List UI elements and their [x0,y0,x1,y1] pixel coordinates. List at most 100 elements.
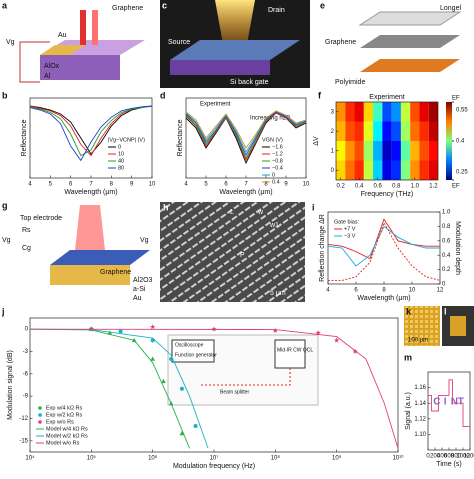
x-tick-label: 4 [184,182,188,188]
x-tick-label: 12 [437,288,444,294]
heat-cell [345,102,355,122]
label: Au [58,32,67,39]
legend-label: Model w/o Rs [46,440,80,446]
mesh [358,11,462,26]
series-line [185,110,307,149]
heat-cell [363,102,374,122]
plot-frame [335,101,439,181]
series-line [327,225,440,267]
panel-label: l [444,306,447,316]
arrow [92,10,98,45]
legend-title: VGN (V) [262,137,283,143]
circuit [19,41,50,83]
y-tick-label: 0 [331,168,335,174]
heat-cell [400,141,411,161]
panel-label: c [162,0,167,10]
label: Au [133,295,142,302]
polyimide [360,59,460,72]
x-tick-label: 10⁷ [210,455,219,462]
inset-label: Oscilloscope [175,342,204,348]
y-tick-label: 1 [331,148,335,154]
x-axis-label: Modulation frequency (Hz) [173,463,255,470]
heat-cell [400,102,411,122]
annotation: C [433,397,440,408]
x-tick-label: 7 [89,182,93,188]
panel-l: l [442,306,474,346]
inset-label: Mid-IR CW QCL [277,347,313,353]
x-tick-label: 600 [444,454,455,460]
series-line [185,112,307,162]
x-tick-label: 8 [382,288,386,294]
legend-label: 0 [118,144,121,150]
x-axis-label: Frequency (THz) [361,191,414,198]
heat-cell [382,141,392,161]
au [50,265,130,285]
x-axis-label: Wavelength (μm) [64,189,117,196]
legend-label: −0.8 [272,158,283,164]
marker [118,329,123,334]
panel-e: e Longel Graphene Polyimide [320,0,462,86]
legend-label: 0 [272,172,275,178]
y-tick-label: -6 [23,371,29,377]
heat-cell [419,141,429,161]
marker [150,324,156,330]
annotation: EF [452,96,460,102]
heat-cell [428,102,438,122]
panel-label: k [406,306,412,316]
x-tick-label: 10⁶ [148,455,158,462]
x-axis-label: Time (s) [436,461,461,468]
x-tick-label: 10⁴ [25,455,35,462]
label: Vg [6,39,15,46]
heat-cell [354,102,364,122]
instrument [171,339,215,363]
heat-cell [382,121,392,141]
x-tick-label: 0.2 [336,184,345,190]
label: Vg [2,237,11,244]
label: Graphene [112,5,143,12]
annotation: T [458,397,464,408]
label: Graphene [325,39,356,46]
y2-tick-label: 0.2 [442,267,451,273]
legend-label: Exp w/2 kΩ Rs [46,412,82,418]
heat-cell [373,121,383,141]
label: w1 [269,222,279,229]
y-tick-label: 0 [25,327,29,333]
chart-title: Experiment [369,94,404,101]
label: Vg [140,237,149,244]
heat-cell [373,102,383,122]
y-tick-label: -12 [19,416,28,422]
legend-label: Exp w/o Rs [46,419,74,425]
legend-label: 80 [118,165,124,171]
label: L [230,209,234,216]
annotation: Experiment [200,102,231,108]
panel-label: f [318,90,322,100]
marker [272,327,278,333]
x-tick-label: 4 [326,288,330,294]
panel-label: e [320,0,325,10]
marker [193,423,198,428]
annotation: EF [452,184,460,190]
heat-cell [373,160,383,180]
colorbar-tick-label: 0.4 [456,139,465,145]
panel-a: a Graphene Au Vg AlOx Al [2,0,145,83]
legend-label: Model w/2 kΩ Rs [46,433,88,439]
inset-label: Function generator [175,352,217,358]
legend-label: Exp w/4 kΩ Rs [46,405,82,411]
x-tick-label: 5 [49,182,53,188]
heat-cell [419,160,429,180]
arrow [80,10,86,45]
y-tick-label: -9 [23,394,29,400]
label: AlOx [44,63,60,70]
x-axis-label: Wavelength (μm) [219,189,272,196]
x-tick-label: 10⁸ [271,455,281,462]
x-tick-label: 9 [284,182,288,188]
x-tick-label: 1.0 [411,184,420,190]
x-tick-label: 4 [28,182,32,188]
series-line [29,328,399,449]
heat-cell [363,121,374,141]
chip [450,316,466,336]
x-tick-label: 6 [69,182,73,188]
marker [334,337,340,343]
x-tick-label: 800 [451,454,462,460]
x-tick-label: 10 [149,182,156,188]
